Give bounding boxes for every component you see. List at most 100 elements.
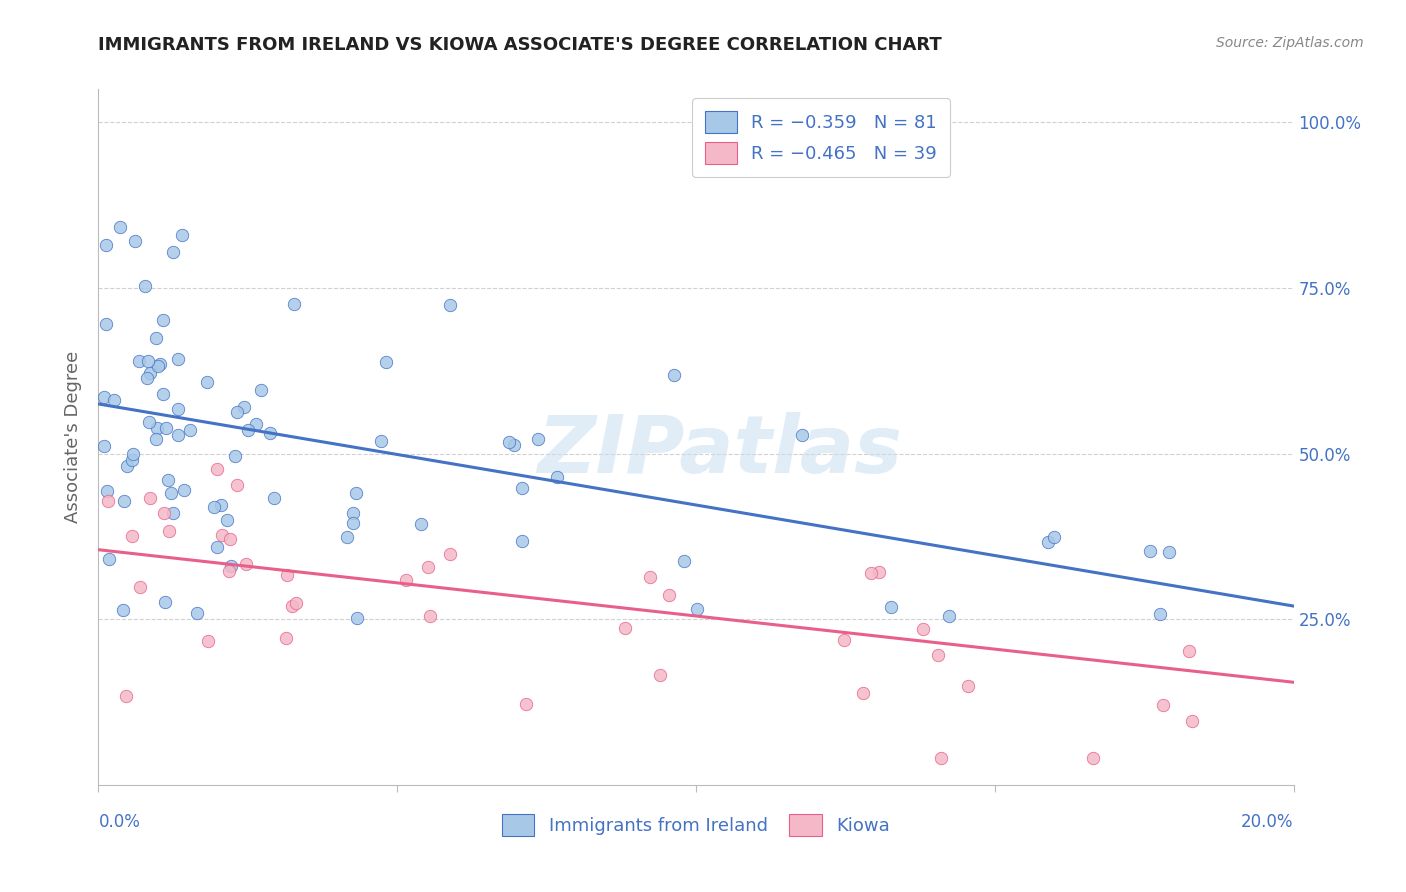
Point bbox=[170, 228, 193, 243]
Point bbox=[859, 566, 882, 580]
Point bbox=[173, 483, 195, 497]
Point bbox=[342, 516, 364, 531]
Point bbox=[145, 432, 167, 446]
Point bbox=[1181, 714, 1204, 728]
Point bbox=[664, 368, 686, 382]
Point bbox=[221, 559, 243, 574]
Point bbox=[259, 425, 281, 440]
Point bbox=[911, 622, 934, 636]
Point bbox=[236, 423, 259, 437]
Point bbox=[686, 601, 709, 615]
Point bbox=[209, 498, 232, 512]
Point bbox=[162, 245, 184, 260]
Point bbox=[226, 477, 249, 491]
Point bbox=[186, 606, 208, 620]
Point bbox=[112, 493, 135, 508]
Point bbox=[640, 570, 662, 584]
Point bbox=[112, 602, 135, 616]
Y-axis label: Associate's Degree: Associate's Degree bbox=[65, 351, 83, 524]
Point bbox=[1081, 751, 1104, 765]
Text: ZIPatlas: ZIPatlas bbox=[537, 412, 903, 490]
Point bbox=[1159, 545, 1181, 559]
Point bbox=[245, 417, 267, 432]
Point bbox=[155, 420, 177, 434]
Point bbox=[108, 219, 131, 234]
Point bbox=[96, 483, 118, 498]
Point bbox=[1152, 698, 1174, 713]
Point bbox=[157, 524, 180, 538]
Point bbox=[219, 532, 242, 546]
Point bbox=[283, 297, 305, 311]
Text: Source: ZipAtlas.com: Source: ZipAtlas.com bbox=[1216, 36, 1364, 50]
Point bbox=[938, 609, 960, 624]
Point bbox=[510, 534, 533, 549]
Point bbox=[395, 573, 418, 587]
Point bbox=[276, 567, 298, 582]
Point bbox=[96, 317, 118, 331]
Point bbox=[93, 439, 115, 453]
Point bbox=[202, 500, 225, 515]
Point bbox=[224, 449, 246, 463]
Point bbox=[148, 359, 170, 373]
Point bbox=[121, 529, 143, 543]
Point bbox=[232, 400, 254, 414]
Point bbox=[152, 387, 174, 401]
Point bbox=[880, 599, 903, 614]
Point bbox=[409, 517, 432, 532]
Point bbox=[97, 552, 120, 566]
Point bbox=[1043, 530, 1066, 544]
Legend: Immigrants from Ireland, Kiowa: Immigrants from Ireland, Kiowa bbox=[492, 805, 900, 846]
Point bbox=[153, 506, 176, 520]
Point bbox=[179, 423, 201, 437]
Point bbox=[527, 433, 550, 447]
Point bbox=[103, 392, 125, 407]
Point bbox=[128, 354, 150, 368]
Point bbox=[956, 679, 979, 693]
Point bbox=[418, 560, 440, 574]
Point bbox=[927, 648, 949, 662]
Point bbox=[218, 565, 240, 579]
Point bbox=[94, 238, 117, 252]
Point bbox=[160, 486, 183, 500]
Point bbox=[153, 594, 176, 608]
Point bbox=[285, 596, 308, 610]
Point bbox=[152, 313, 174, 327]
Point bbox=[419, 608, 441, 623]
Point bbox=[370, 434, 392, 448]
Point bbox=[124, 234, 146, 248]
Point bbox=[1139, 544, 1161, 558]
Point bbox=[235, 558, 257, 572]
Point bbox=[868, 565, 890, 579]
Point bbox=[263, 491, 285, 505]
Point bbox=[344, 485, 367, 500]
Point bbox=[342, 506, 364, 520]
Point bbox=[792, 428, 814, 442]
Point bbox=[115, 458, 138, 473]
Point bbox=[197, 634, 219, 648]
Point bbox=[139, 491, 162, 505]
Point bbox=[129, 580, 152, 594]
Point bbox=[167, 401, 190, 416]
Point bbox=[149, 357, 172, 371]
Point bbox=[250, 384, 273, 398]
Point bbox=[658, 588, 681, 602]
Point bbox=[157, 473, 180, 487]
Point bbox=[613, 621, 636, 635]
Point bbox=[1036, 535, 1059, 549]
Point bbox=[281, 599, 304, 613]
Point bbox=[96, 494, 118, 508]
Point bbox=[138, 415, 160, 429]
Point bbox=[503, 438, 526, 452]
Point bbox=[274, 631, 297, 645]
Point bbox=[498, 435, 520, 450]
Text: 20.0%: 20.0% bbox=[1241, 813, 1294, 830]
Point bbox=[834, 632, 856, 647]
Point bbox=[512, 481, 534, 495]
Point bbox=[167, 428, 190, 442]
Point bbox=[146, 421, 169, 435]
Point bbox=[672, 554, 695, 568]
Point bbox=[852, 686, 875, 700]
Point bbox=[136, 371, 159, 385]
Text: IMMIGRANTS FROM IRELAND VS KIOWA ASSOCIATE'S DEGREE CORRELATION CHART: IMMIGRANTS FROM IRELAND VS KIOWA ASSOCIA… bbox=[98, 36, 942, 54]
Point bbox=[439, 547, 461, 561]
